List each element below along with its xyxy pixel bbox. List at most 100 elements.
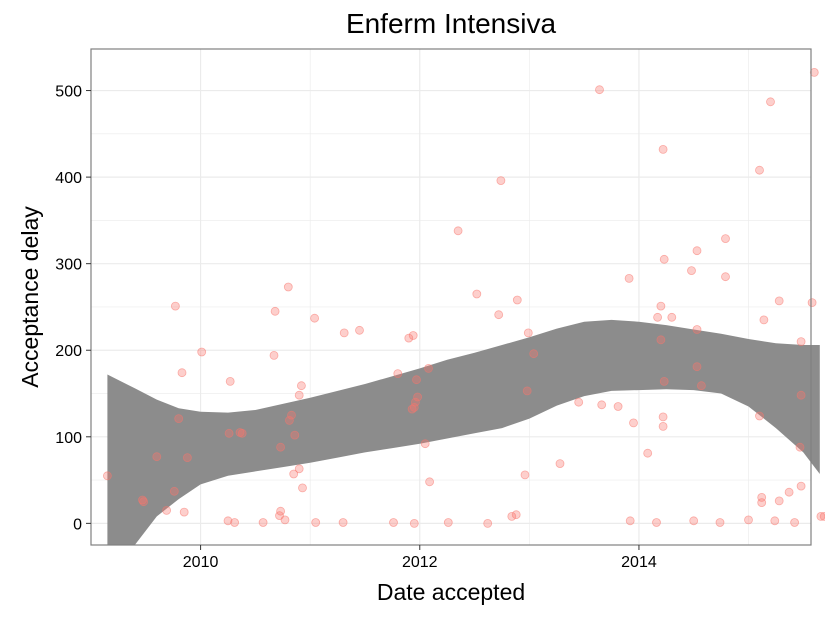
x-axis-title: Date accepted: [377, 579, 525, 605]
data-point: [425, 477, 435, 487]
data-point: [311, 518, 321, 527]
data-point: [162, 505, 172, 515]
data-point: [819, 512, 825, 521]
data-point: [410, 397, 420, 407]
data-point: [270, 306, 280, 316]
plot-panel: [90, 48, 825, 546]
data-point: [276, 506, 286, 516]
data-point: [629, 418, 638, 428]
data-point: [393, 369, 403, 379]
data-point: [795, 442, 805, 452]
data-point: [658, 421, 668, 431]
data-point: [784, 487, 794, 497]
data-point: [280, 515, 290, 525]
data-point: [744, 515, 753, 525]
data-point: [511, 510, 521, 520]
data-point: [652, 518, 661, 527]
data-point: [796, 390, 806, 400]
data-point: [296, 381, 306, 391]
data-point: [294, 390, 304, 400]
data-point: [283, 282, 293, 292]
data-point: [520, 470, 530, 480]
data-point: [658, 144, 668, 154]
data-point: [656, 335, 666, 345]
data-point: [658, 412, 668, 422]
y-axis-title: Acceptance delay: [17, 206, 43, 388]
data-point: [179, 507, 189, 517]
data-point: [443, 518, 453, 527]
data-point: [197, 347, 207, 357]
data-point: [643, 448, 653, 458]
data-point: [721, 234, 730, 244]
data-point: [595, 85, 604, 95]
data-point: [796, 337, 806, 347]
data-point: [759, 315, 769, 325]
data-point: [766, 97, 775, 107]
data-point: [496, 176, 506, 186]
data-point: [339, 328, 349, 338]
data-point: [507, 512, 517, 521]
data-point: [774, 496, 784, 506]
data-point: [276, 442, 286, 452]
x-tick-label: 2010: [183, 554, 219, 571]
data-point: [807, 298, 817, 308]
chart-title: Enferm Intensiva: [346, 8, 557, 39]
data-point: [689, 516, 699, 526]
data-point: [152, 452, 162, 462]
data-point: [555, 459, 565, 469]
data-point: [355, 325, 364, 335]
y-tick-label: 0: [73, 516, 82, 533]
data-point: [310, 313, 320, 323]
y-axis: 0 100 200 300 400 500: [55, 84, 91, 533]
y-tick-label: 300: [55, 257, 82, 274]
data-point: [237, 428, 247, 438]
data-point: [790, 518, 799, 527]
data-point: [472, 289, 482, 299]
data-point: [697, 381, 706, 391]
data-point: [597, 400, 607, 410]
data-point: [574, 397, 584, 407]
data-point: [667, 312, 677, 322]
data-point: [512, 295, 522, 305]
y-tick-label: 400: [55, 170, 82, 187]
y-tick-label: 100: [55, 430, 82, 447]
data-point: [224, 428, 234, 438]
data-point: [625, 516, 635, 526]
data-point: [494, 310, 504, 320]
data-point: [757, 492, 767, 502]
data-point: [453, 226, 463, 236]
data-point: [687, 266, 696, 276]
x-tick-label: 2014: [621, 554, 657, 571]
data-point: [692, 362, 702, 372]
data-point: [692, 325, 702, 334]
data-point: [182, 453, 192, 463]
data-point: [294, 464, 304, 474]
data-point: [177, 368, 187, 378]
x-axis: 2010 2012 2014: [183, 545, 657, 571]
data-point: [613, 402, 623, 411]
y-tick-label: 500: [55, 84, 82, 101]
data-point: [624, 273, 634, 283]
x-tick-label: 2012: [402, 554, 438, 571]
data-point: [338, 518, 348, 527]
data-point: [139, 497, 149, 507]
data-point: [404, 333, 414, 343]
y-tick-label: 200: [55, 343, 82, 360]
data-point: [103, 471, 112, 481]
panel-border: [90, 48, 812, 546]
data-point: [715, 518, 725, 527]
data-point: [659, 376, 669, 386]
data-point: [408, 331, 418, 340]
data-point: [230, 518, 240, 527]
data-point: [809, 68, 819, 77]
data-point: [298, 483, 307, 493]
data-point: [755, 165, 764, 175]
data-point: [796, 481, 806, 491]
data-point: [721, 272, 730, 282]
data-point: [529, 349, 539, 359]
data-point: [412, 375, 421, 385]
data-point: [523, 328, 533, 338]
data-point: [483, 519, 493, 528]
data-point: [692, 246, 702, 256]
